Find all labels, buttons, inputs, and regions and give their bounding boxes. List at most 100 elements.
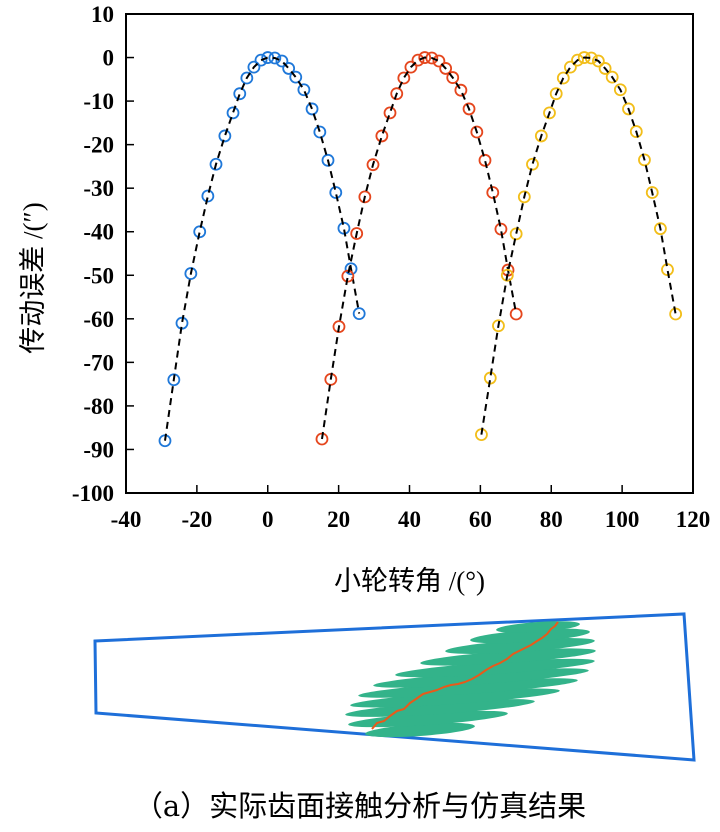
plot-area-frame [125, 13, 694, 494]
x-tick-label: -20 [182, 507, 213, 532]
series-3-point [605, 70, 619, 84]
series-2-point [390, 87, 404, 101]
series-3-point [622, 102, 635, 116]
y-tick-label: 0 [103, 46, 115, 71]
series-2-point [383, 106, 397, 120]
series-2-point [404, 60, 418, 74]
series-1-point [268, 51, 282, 65]
series-2-point [462, 102, 476, 116]
series-1-point [184, 267, 198, 280]
x-tick-label: 40 [398, 507, 421, 532]
tooth-surface-outline [93, 612, 696, 762]
series-2-point [418, 51, 432, 64]
series-1-point [254, 53, 268, 67]
figure-caption: （a）实际齿面接触分析与仿真结果 [133, 789, 587, 823]
contact-stripe [373, 668, 589, 688]
figure-canvas: 100-10-20-30-40-50-60-70-80-90-100 -40 -2… [18, 2, 711, 762]
y-tick-label: -80 [83, 394, 114, 419]
y-tick-label: -50 [83, 263, 114, 288]
series-2-point [432, 54, 446, 68]
series-3-point [517, 190, 531, 204]
series-1-point [329, 186, 343, 199]
series-1-point [240, 71, 254, 85]
series-1-point [233, 87, 247, 101]
series-3-dashed-line [480, 56, 677, 435]
series-2-point [439, 62, 453, 75]
x-tick-label: 20 [327, 507, 350, 532]
series-3-point [645, 186, 659, 199]
series-3-point [509, 227, 523, 241]
series-3-point [669, 307, 683, 321]
contact-stripe [345, 699, 535, 717]
series-3-point [638, 153, 651, 167]
contact-stripe [395, 658, 595, 678]
contact-stripe [358, 678, 578, 698]
contact-stripe [350, 688, 560, 708]
series-2-dashed-line [321, 56, 518, 440]
series-1-point [247, 60, 261, 74]
y-tick-label: -60 [83, 307, 114, 332]
x-tick-label: 0 [262, 507, 274, 532]
series-3-point [629, 125, 643, 138]
series-1-point [282, 62, 296, 75]
series-3-point [563, 60, 577, 74]
series-1-point [297, 83, 311, 97]
series-2-point [470, 125, 484, 139]
series-2-point [358, 190, 372, 204]
series-1-point [226, 106, 240, 120]
series-2-point [375, 129, 389, 143]
series-2-point [350, 227, 364, 240]
series-2-point [397, 71, 411, 85]
contact-path-line [371, 621, 559, 730]
series-3-point [613, 83, 627, 97]
contact-stripe [496, 621, 580, 633]
tooth-contact-diagram [93, 612, 696, 762]
series-3-point [534, 129, 548, 143]
series-3-point [591, 54, 605, 68]
series-1 [158, 51, 366, 448]
series-1-point [344, 262, 358, 276]
series-1-point [218, 129, 232, 143]
y-axis: 10 0 -10 -20 -30 -40 -50 -60 -70 -80 -90 -100 [72, 2, 134, 506]
y-axis-label: 传动误差 /(″) [18, 202, 48, 353]
x-axis-label: 小轮转角 /(°) [334, 566, 485, 596]
contact-stripe [365, 722, 475, 738]
x-axis: -40 -20 0 20 40 60 80 100 120 [111, 485, 711, 532]
series-1-point [313, 125, 327, 139]
series-2-point [486, 186, 500, 199]
series-3-point [543, 106, 556, 120]
x-tick-label: 60 [469, 507, 492, 532]
series-1-point [201, 189, 215, 203]
x-tick-label: -40 [111, 507, 142, 532]
x-tick-label: 120 [676, 507, 711, 532]
series-2-point [454, 83, 468, 97]
contact-stripe [445, 638, 595, 654]
y-tick-label: -70 [83, 350, 114, 375]
y-tick-label: -20 [83, 133, 114, 158]
series-1-point [193, 225, 207, 239]
series-3-point [492, 319, 505, 333]
y-tick-label: -30 [83, 176, 114, 201]
x-tick-label: 100 [605, 507, 640, 532]
series-2-point [411, 53, 425, 67]
series-3-point [571, 53, 584, 67]
series-3-point [598, 62, 612, 75]
series-2-point [478, 153, 492, 167]
y-tick-label: -10 [83, 89, 114, 114]
series-1-point [352, 307, 366, 320]
series-1-point [305, 102, 319, 116]
series-3-point [653, 222, 667, 236]
y-tick-label: 10 [91, 2, 114, 27]
y-tick-label: -40 [83, 220, 114, 245]
series-1-point [321, 153, 335, 167]
series-2 [315, 51, 523, 446]
y-tick-label: -90 [83, 437, 114, 462]
series-2-point [425, 51, 439, 65]
series-3 [475, 51, 683, 442]
y-tick-label: -100 [72, 481, 114, 506]
series-1-dashed-line [164, 56, 361, 441]
series-2-point [446, 71, 460, 84]
contact-stripe [348, 710, 508, 728]
contact-stripe [470, 628, 590, 644]
